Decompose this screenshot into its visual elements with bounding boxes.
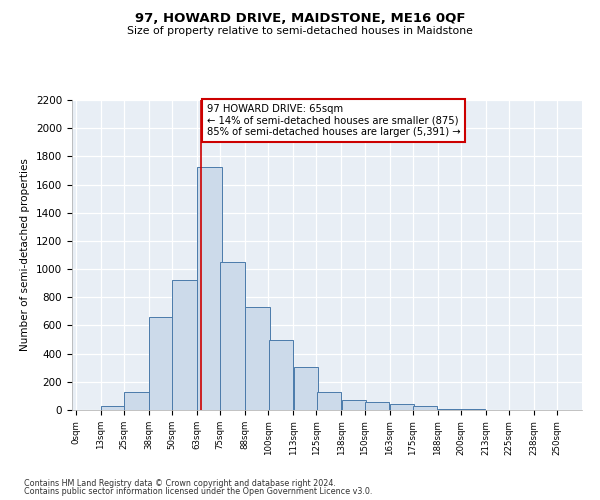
Text: 97, HOWARD DRIVE, MAIDSTONE, ME16 0QF: 97, HOWARD DRIVE, MAIDSTONE, ME16 0QF <box>135 12 465 26</box>
Text: Contains HM Land Registry data © Crown copyright and database right 2024.: Contains HM Land Registry data © Crown c… <box>24 478 336 488</box>
Bar <box>293 367 318 410</box>
Bar <box>149 317 174 410</box>
Text: Size of property relative to semi-detached houses in Maidstone: Size of property relative to semi-detach… <box>127 26 473 36</box>
Bar <box>172 280 197 410</box>
Bar <box>342 400 366 410</box>
Bar <box>245 307 270 410</box>
Y-axis label: Number of semi-detached properties: Number of semi-detached properties <box>20 158 31 352</box>
Bar <box>101 406 125 410</box>
Bar <box>269 340 293 410</box>
Text: 97 HOWARD DRIVE: 65sqm
← 14% of semi-detached houses are smaller (875)
85% of se: 97 HOWARD DRIVE: 65sqm ← 14% of semi-det… <box>207 104 460 136</box>
Bar <box>438 408 463 410</box>
Bar <box>365 402 389 410</box>
Text: Contains public sector information licensed under the Open Government Licence v3: Contains public sector information licen… <box>24 487 373 496</box>
Bar <box>220 262 245 410</box>
Bar <box>197 167 222 410</box>
Bar <box>124 392 149 410</box>
Bar <box>317 392 341 410</box>
Bar <box>413 406 437 410</box>
Bar <box>390 404 414 410</box>
